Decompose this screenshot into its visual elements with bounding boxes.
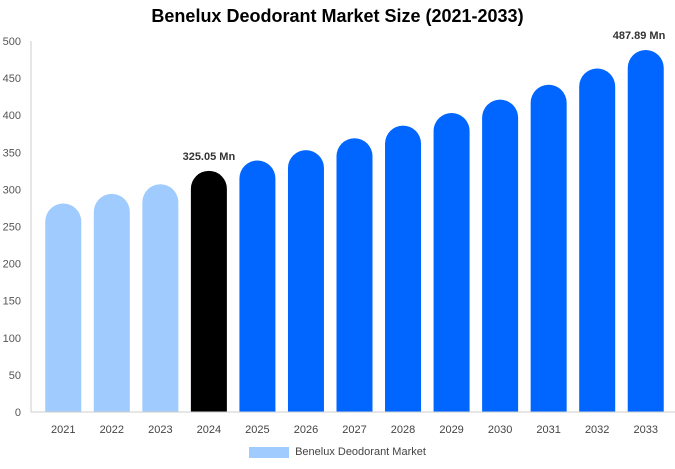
data-labels: 325.05 Mn 487.89 Mn xyxy=(183,30,666,163)
bar-2028 xyxy=(385,125,422,412)
x-tick-label: 2032 xyxy=(585,424,609,436)
y-tick-label: 50 xyxy=(9,370,21,382)
x-tick-label: 2027 xyxy=(342,424,366,436)
y-tick-label: 350 xyxy=(3,147,21,159)
x-tick-label: 2028 xyxy=(391,424,415,436)
x-tick-label: 2024 xyxy=(197,424,221,436)
bars xyxy=(45,49,664,412)
x-tick-label: 2030 xyxy=(488,424,512,436)
x-tick-label: 2029 xyxy=(439,424,463,436)
data-label: 487.89 Mn xyxy=(613,30,666,42)
bar-2032 xyxy=(579,68,616,412)
bar-2022 xyxy=(93,193,130,412)
x-tick-label: 2022 xyxy=(100,424,124,436)
bar-2027 xyxy=(336,138,373,412)
x-tick-label: 2025 xyxy=(245,424,269,436)
bar-2031 xyxy=(530,84,567,412)
legend-swatch xyxy=(249,446,290,458)
y-tick-label: 300 xyxy=(3,184,21,196)
x-tick-label: 2026 xyxy=(294,424,318,436)
bar-2026 xyxy=(287,150,324,412)
bar-2033 xyxy=(627,49,664,412)
y-tick-label: 450 xyxy=(3,73,21,85)
x-tick-label: 2031 xyxy=(536,424,560,436)
y-tick-label: 250 xyxy=(3,222,21,234)
bar-2030 xyxy=(482,99,519,412)
bar-2025 xyxy=(239,160,276,412)
y-tick-label: 100 xyxy=(3,333,21,345)
y-tick-label: 200 xyxy=(3,259,21,271)
bar-2021 xyxy=(45,203,82,412)
legend-label: Benelux Deodorant Market xyxy=(295,446,426,458)
x-tick-label: 2023 xyxy=(148,424,172,436)
legend: Benelux Deodorant Market xyxy=(0,446,675,458)
y-tick-label: 400 xyxy=(3,110,21,122)
y-tick-label: 0 xyxy=(15,407,21,419)
x-tick-label: 2021 xyxy=(51,424,75,436)
bar-2023 xyxy=(142,184,179,412)
bar-2029 xyxy=(433,112,470,412)
chart-title: Benelux Deodorant Market Size (2021-2033… xyxy=(151,6,524,26)
y-tick-label: 150 xyxy=(3,296,21,308)
x-tick-label: 2033 xyxy=(633,424,657,436)
bar-2024 xyxy=(190,170,227,412)
x-axis: 2021 2022 2023 2024 2025 2026 2027 2028 2029 2030… xyxy=(31,411,675,436)
y-axis: 0 50 100 150 200 250 300 350 400 450 500 xyxy=(3,36,32,419)
data-label: 325.05 Mn xyxy=(183,151,236,163)
y-tick-label: 500 xyxy=(3,36,21,48)
